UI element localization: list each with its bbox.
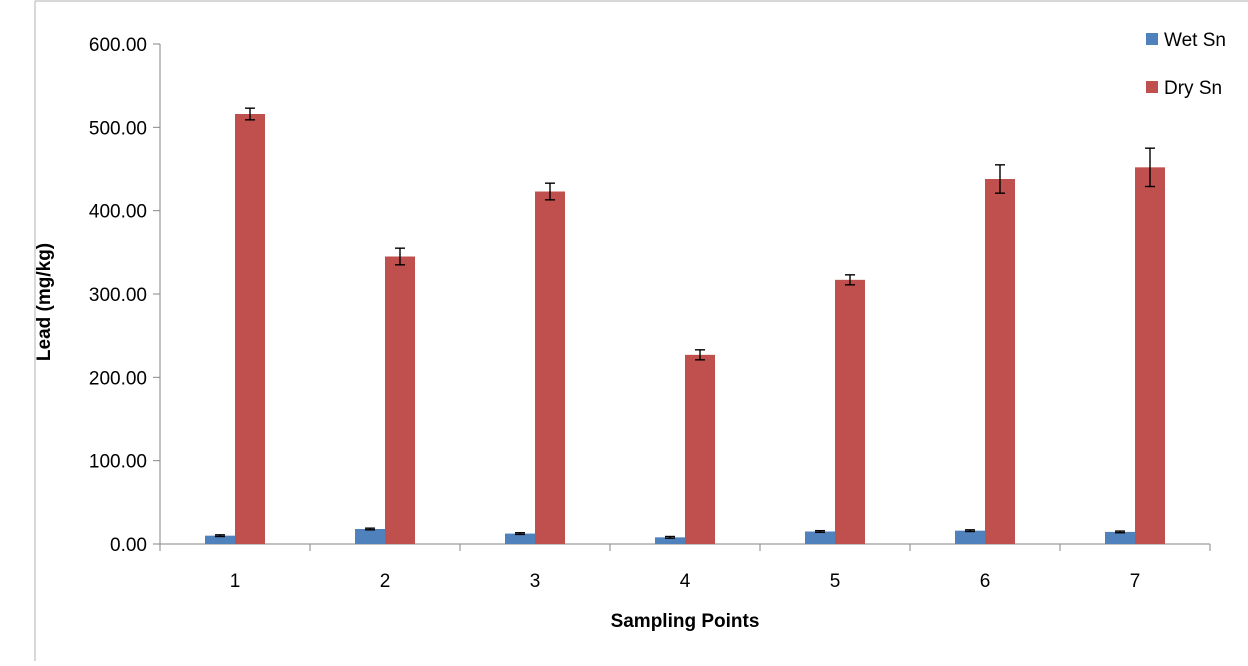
legend-label: Dry Sn bbox=[1164, 78, 1222, 99]
x-axis-title: Sampling Points bbox=[611, 611, 760, 632]
y-tick-label: 600.00 bbox=[89, 35, 147, 56]
bar-wet-sn bbox=[355, 529, 385, 544]
legend-item: Wet Sn bbox=[1146, 30, 1226, 51]
error-bar bbox=[395, 247, 405, 266]
y-tick-label: 0.00 bbox=[110, 535, 147, 556]
bar-dry-sn bbox=[535, 191, 565, 544]
error-bar bbox=[995, 164, 1005, 194]
x-tick-label: 5 bbox=[830, 571, 841, 592]
bar-dry-sn bbox=[835, 279, 865, 544]
bar-dry-sn bbox=[235, 114, 265, 544]
y-tick-label: 400.00 bbox=[89, 202, 147, 223]
bar-dry-sn bbox=[385, 256, 415, 544]
y-tick-label: 500.00 bbox=[89, 118, 147, 139]
error-bar bbox=[215, 534, 225, 538]
bar-wet-sn bbox=[505, 533, 535, 544]
x-tick-label: 6 bbox=[980, 571, 991, 592]
error-bar bbox=[515, 532, 525, 536]
error-bars bbox=[215, 107, 1155, 539]
x-tick-label: 4 bbox=[680, 571, 691, 592]
x-tick-label: 2 bbox=[380, 571, 391, 592]
y-tick-label: 100.00 bbox=[89, 452, 147, 473]
x-axis: 1 2 3 4 5 6 7 bbox=[159, 543, 1211, 592]
x-tick-label: 1 bbox=[230, 571, 241, 592]
y-axis: 0.00 100.00 200.00 300.00 400.00 500.00 600.00 bbox=[89, 35, 161, 556]
error-bar bbox=[845, 274, 855, 286]
bar-dry-sn bbox=[685, 354, 715, 544]
error-bar bbox=[545, 182, 555, 201]
bar-wet-sn bbox=[955, 530, 985, 544]
y-axis-title: Lead (mg/kg) bbox=[34, 243, 55, 361]
error-bar bbox=[965, 529, 975, 533]
error-bar bbox=[815, 529, 825, 534]
error-bar bbox=[245, 107, 255, 121]
y-tick-label: 300.00 bbox=[89, 285, 147, 306]
bar-wet-sn bbox=[655, 537, 685, 544]
bar-dry-sn bbox=[1135, 167, 1165, 545]
legend: Wet Sn Dry Sn bbox=[1146, 30, 1226, 99]
x-tick-label: 7 bbox=[1130, 571, 1141, 592]
bars bbox=[205, 114, 1165, 545]
legend-swatch bbox=[1146, 33, 1158, 45]
bar-wet-sn bbox=[1105, 531, 1135, 544]
error-bar bbox=[695, 349, 705, 361]
x-tick-label: 3 bbox=[530, 571, 541, 592]
error-bar bbox=[365, 527, 375, 531]
error-bar bbox=[1115, 530, 1125, 534]
legend-label: Wet Sn bbox=[1164, 30, 1226, 51]
bar-wet-sn bbox=[805, 531, 835, 544]
bar-dry-sn bbox=[985, 179, 1015, 544]
legend-swatch bbox=[1146, 81, 1158, 93]
error-bar bbox=[665, 535, 675, 539]
legend-item: Dry Sn bbox=[1146, 78, 1222, 99]
bar-wet-sn bbox=[205, 535, 235, 544]
y-tick-label: 200.00 bbox=[89, 368, 147, 389]
error-bar bbox=[1145, 147, 1155, 188]
